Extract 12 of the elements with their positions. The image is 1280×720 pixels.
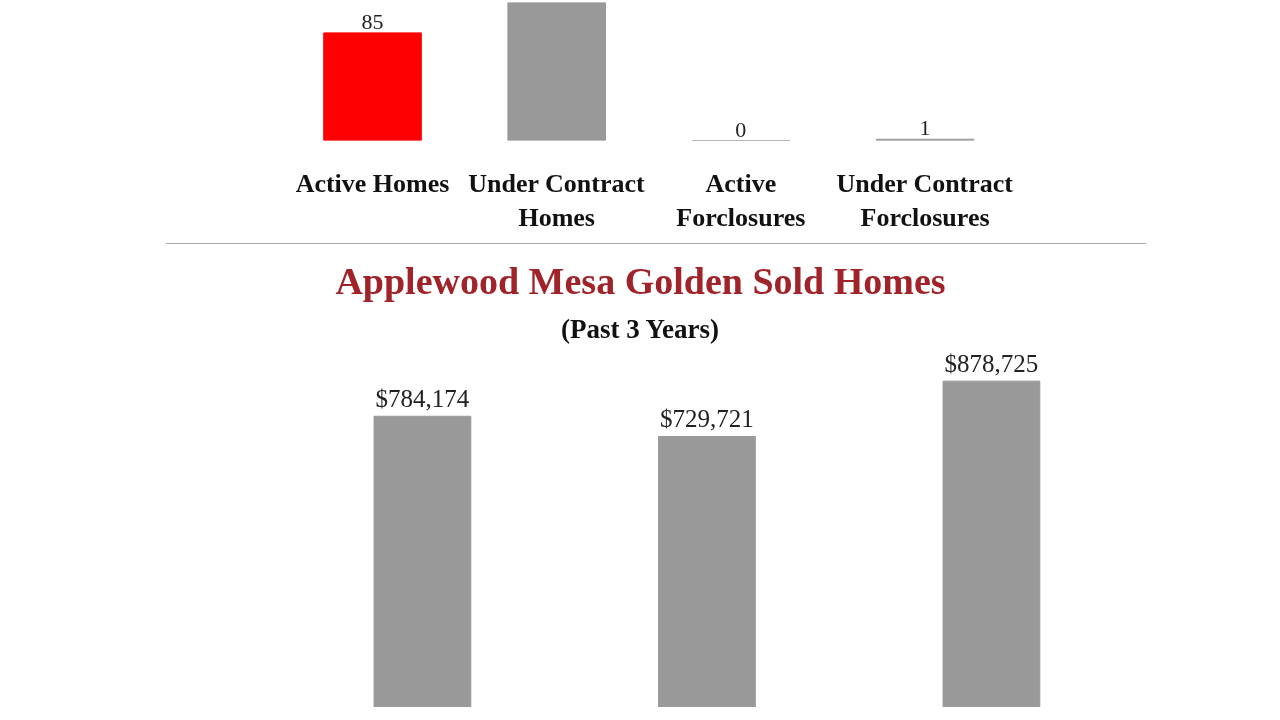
x-tick-label: Under Contract Homes <box>468 168 646 233</box>
data-label: $878,725 <box>944 350 1039 378</box>
data-label: 1 <box>919 115 931 141</box>
data-label: $729,721 <box>660 405 754 433</box>
data-label: 85 <box>361 8 384 34</box>
x-tick-label: Active Forclosures <box>676 168 806 233</box>
data-label: $784,174 <box>375 385 470 413</box>
chart-subtitle: (Past 3 Years) <box>561 313 719 344</box>
x-tick-label: Under Contract Forclosures <box>836 168 1014 233</box>
x-tick-label: Active Homes <box>295 168 450 198</box>
chart-title: Applewood Mesa Golden Sold Homes <box>335 259 946 302</box>
data-label: 0 <box>735 116 747 142</box>
